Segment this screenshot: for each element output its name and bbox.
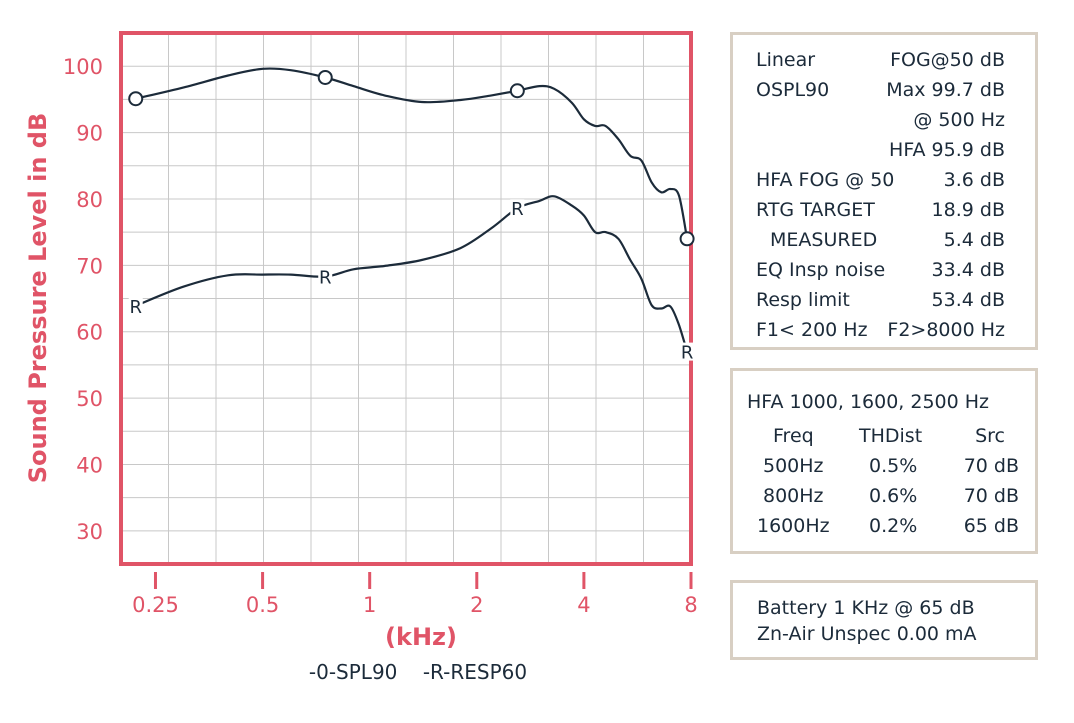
cell-thdist: 0.5% — [869, 455, 918, 477]
summary-label: RTG TARGET — [756, 199, 875, 221]
distortion-header-row: Freq THDist Src — [733, 425, 1035, 455]
summary-value: FOG@50 dB — [890, 49, 1005, 71]
marker-resp60: R — [511, 199, 524, 220]
distortion-row: 1600Hz 0.2% 65 dB — [733, 515, 1035, 545]
summary-row: F1< 200 Hz F2>8000 Hz — [733, 319, 1035, 349]
summary-label: Linear — [756, 49, 816, 71]
summary-value: 18.9 dB — [931, 199, 1005, 221]
header-src: Src — [975, 425, 1005, 447]
marker-bg-resp60 — [318, 267, 333, 286]
summary-value: F2>8000 Hz — [887, 319, 1005, 341]
y-tick-label: 100 — [63, 55, 103, 79]
marker-resp60: R — [129, 297, 142, 318]
marker-bg-resp60 — [128, 296, 143, 315]
summary-value: 3.6 dB — [943, 169, 1005, 191]
legend: -0-SPL90 -R-RESP60 — [309, 660, 527, 684]
summary-label: HFA FOG @ 50 — [756, 169, 895, 191]
y-tick-label: 90 — [76, 122, 103, 146]
summary-label: OSPL90 — [756, 79, 830, 101]
summary-value: 5.4 dB — [943, 229, 1005, 251]
summary-row: RTG TARGET 18.9 dB — [733, 199, 1035, 229]
summary-row: Linear FOG@50 dB — [733, 49, 1035, 79]
y-tick-label: 60 — [76, 321, 103, 345]
summary-label: EQ Insp noise — [756, 259, 886, 281]
summary-value: 33.4 dB — [931, 259, 1005, 281]
x-tick-label: 8 — [684, 593, 697, 617]
curve-resp60 — [135, 195, 689, 352]
distortion-row: 500Hz 0.5% 70 dB — [733, 455, 1035, 485]
chart-grid — [121, 33, 691, 564]
plot-frame — [119, 31, 693, 566]
summary-value: @ 500 Hz — [913, 109, 1005, 131]
header-thdist: THDist — [859, 425, 923, 447]
y-tick-label: 30 — [76, 520, 103, 544]
summary-panel: Linear FOG@50 dB OSPL90 Max 99.7 dB @ 500 Hz… — [730, 32, 1038, 350]
cell-thdist: 0.2% — [869, 515, 918, 537]
marker-spl90 — [679, 231, 695, 247]
spl-chart: 30 40 50 60 70 80 90 100 0.25 0.5 1 2 4 8 R R R R Sound … — [24, 31, 698, 684]
summary-value: Max 99.7 dB — [886, 79, 1005, 101]
x-tick-label: 2 — [470, 593, 483, 617]
y-tick-label: 50 — [76, 387, 103, 411]
distortion-title: HFA 1000, 1600, 2500 Hz — [747, 391, 990, 413]
curve-spl90 — [135, 67, 689, 240]
summary-row: EQ Insp noise 33.4 dB — [733, 259, 1035, 289]
axis-ticks: 30 40 50 60 70 80 90 100 0.25 0.5 1 2 4 8 — [63, 55, 698, 617]
summary-row: HFA FOG @ 50 3.6 dB — [733, 169, 1035, 199]
summary-label: F1< 200 Hz — [756, 319, 868, 341]
battery-panel: Battery 1 KHz @ 65 dB Zn-Air Unspec 0.00… — [730, 580, 1038, 660]
x-axis-label: (kHz) — [385, 623, 457, 651]
summary-row: @ 500 Hz — [733, 109, 1035, 139]
marker-resp60: R — [319, 268, 332, 289]
cell-thdist: 0.6% — [869, 485, 918, 507]
cell-freq: 800Hz — [763, 485, 824, 507]
curve-markers: R R R R — [128, 69, 695, 364]
header-freq: Freq — [773, 425, 814, 447]
marker-spl90 — [128, 91, 144, 107]
x-tick-label: 0.5 — [246, 593, 279, 617]
cell-freq: 500Hz — [763, 455, 824, 477]
summary-value: 53.4 dB — [931, 289, 1005, 311]
battery-type-line: Zn-Air Unspec 0.00 mA — [757, 623, 977, 645]
cell-src: 70 dB — [963, 455, 1019, 477]
summary-row: OSPL90 Max 99.7 dB — [733, 79, 1035, 109]
marker-spl90 — [509, 83, 525, 99]
y-tick-label: 70 — [76, 254, 103, 278]
battery-line: Battery 1 KHz @ 65 dB — [757, 597, 975, 619]
summary-label: Resp limit — [756, 289, 850, 311]
x-tick-label: 1 — [363, 593, 376, 617]
x-tick-label: 4 — [577, 593, 590, 617]
y-axis-label: Sound Pressure Level in dB — [24, 113, 52, 484]
cell-freq: 1600Hz — [757, 515, 830, 537]
distortion-panel: HFA 1000, 1600, 2500 Hz Freq THDist Src … — [730, 368, 1038, 554]
y-tick-label: 80 — [76, 188, 103, 212]
distortion-title-row: HFA 1000, 1600, 2500 Hz — [733, 391, 1035, 421]
marker-resp60: R — [681, 343, 694, 364]
x-tick-label: 0.25 — [132, 593, 179, 617]
cell-src: 65 dB — [963, 515, 1019, 537]
cell-src: 70 dB — [963, 485, 1019, 507]
summary-row: HFA 95.9 dB — [733, 139, 1035, 169]
distortion-row: 800Hz 0.6% 70 dB — [733, 485, 1035, 515]
summary-label: MEASURED — [770, 229, 878, 251]
marker-spl90 — [317, 69, 333, 85]
summary-row: Resp limit 53.4 dB — [733, 289, 1035, 319]
curves — [135, 67, 689, 352]
y-tick-label: 40 — [76, 453, 103, 477]
summary-row: MEASURED 5.4 dB — [733, 229, 1035, 259]
marker-bg-resp60 — [680, 342, 695, 361]
summary-value: HFA 95.9 dB — [889, 139, 1005, 161]
marker-bg-resp60 — [510, 199, 525, 218]
